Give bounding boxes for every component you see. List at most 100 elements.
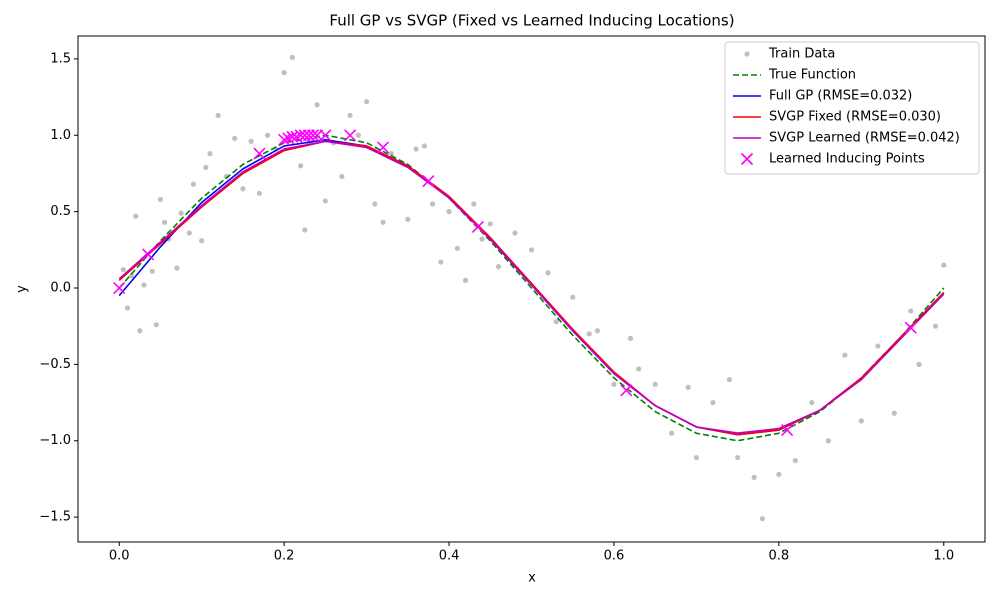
train-point (916, 361, 922, 367)
train-point (726, 377, 732, 383)
train-point (495, 264, 502, 270)
train-point (203, 164, 209, 170)
y-tick-label: 0.0 (50, 281, 71, 296)
train-point (825, 438, 831, 444)
train-point (570, 294, 576, 300)
inducing-point (142, 248, 155, 261)
train-point (157, 196, 164, 203)
line (118, 134, 945, 442)
y-tick-label: 1.0 (50, 128, 71, 143)
train-point (611, 381, 617, 387)
x-tick-label: 0.6 (604, 549, 625, 564)
train-point (314, 102, 320, 108)
train-point (776, 471, 782, 477)
train-point (652, 381, 658, 387)
train-point (190, 181, 197, 187)
x-tick-label: 0.4 (439, 549, 460, 564)
inducing-point (113, 281, 126, 295)
train-point (128, 273, 135, 279)
legend-label: SVGP Learned (RMSE=0.042) (769, 131, 960, 146)
x-tick-label: 0.2 (274, 549, 295, 564)
train-point (858, 418, 864, 424)
train-point (363, 99, 370, 105)
train-point (141, 282, 147, 288)
train-point (137, 328, 143, 334)
train-point (289, 54, 295, 60)
inducing-point (620, 384, 633, 397)
train-point (669, 430, 675, 436)
train-point (124, 305, 131, 311)
legend-label: Train Data (768, 47, 835, 62)
train-point (174, 265, 180, 271)
train-point (178, 210, 184, 216)
inducing-point (904, 321, 917, 334)
train-point (207, 151, 213, 157)
train-point (120, 267, 126, 273)
legend-label: Full GP (RMSE=0.032) (769, 89, 912, 104)
inducing-point (278, 133, 291, 146)
train-point (133, 213, 139, 219)
train-point (265, 132, 271, 138)
train-point (809, 399, 815, 406)
train-point (380, 219, 386, 225)
train-point (842, 352, 848, 358)
train-point (487, 221, 493, 227)
train-point (759, 516, 765, 522)
chart-title: Full GP vs SVGP (Fixed vs Learned Induci… (329, 12, 734, 30)
plot-area (113, 54, 947, 522)
legend-label: SVGP Fixed (RMSE=0.030) (769, 110, 941, 125)
train-point (339, 173, 345, 180)
train-point (388, 151, 394, 157)
train-point (792, 457, 798, 464)
train-point (454, 245, 460, 251)
train-point (421, 143, 427, 149)
legend-box (724, 41, 980, 175)
train-point (636, 366, 642, 372)
inducing-point (471, 220, 484, 233)
train-point (429, 201, 436, 207)
legend-label: Learned Inducing Points (769, 152, 925, 167)
line (118, 140, 945, 434)
inducing-point (253, 147, 266, 160)
train-point (438, 259, 444, 265)
train-point (735, 454, 741, 461)
train-point (153, 322, 159, 328)
inducing-point (377, 141, 390, 154)
train-point (199, 238, 205, 244)
x-tick-label: 0.8 (769, 549, 790, 564)
train-point (512, 230, 518, 236)
train-point (149, 268, 155, 274)
train-point (528, 247, 535, 253)
train-point (446, 209, 452, 215)
train-point (322, 198, 328, 204)
train-point (161, 219, 168, 225)
y-tick-label: −1.0 (39, 433, 71, 448)
inducing-point (422, 175, 435, 188)
train-point (693, 454, 700, 461)
train-point (248, 138, 254, 144)
train-point (594, 328, 601, 334)
y-tick-label: −1.5 (39, 510, 71, 525)
train-point (186, 230, 192, 236)
train-point (545, 270, 551, 276)
train-point (941, 262, 947, 268)
train-point (586, 331, 592, 337)
train-point (256, 190, 262, 196)
train-point (908, 308, 914, 314)
train-point (751, 474, 757, 480)
plot-frame (77, 35, 986, 543)
train-point (685, 384, 691, 390)
train-point (215, 112, 221, 119)
x-tick-label: 0.0 (109, 549, 130, 564)
train-point (413, 146, 419, 152)
train-point (232, 135, 238, 141)
train-point (240, 186, 246, 192)
train-point (627, 335, 634, 342)
train-point (405, 216, 411, 222)
y-axis-label: y (15, 285, 30, 293)
x-tick-label: 1.0 (933, 549, 954, 564)
train-point (281, 70, 287, 76)
inducing-point (319, 129, 332, 142)
